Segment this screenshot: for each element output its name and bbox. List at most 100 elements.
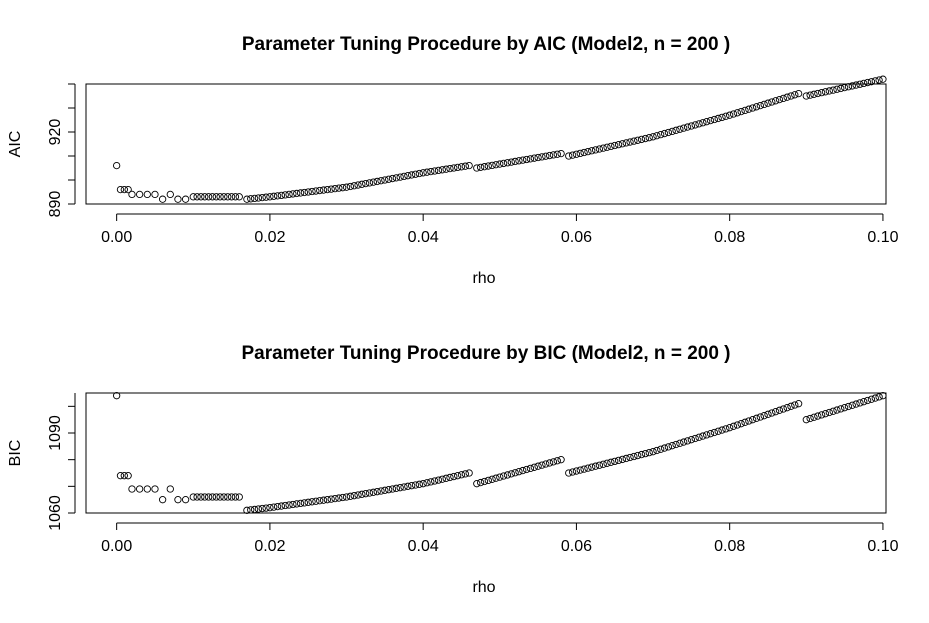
aic-data-point [821,88,830,96]
aic-data-point [576,149,584,158]
aic-data-point [741,106,749,115]
aic-data-point [189,193,197,201]
aic-data-point [438,166,446,174]
aic-data-point [867,78,876,86]
bic-data-point [772,408,780,416]
aic-data-point [653,132,661,140]
bic-data-point [193,493,201,501]
bic-data-point [227,493,236,501]
aic-data-point [764,99,772,107]
aic-data-point [664,128,673,137]
bic-data-point [377,487,385,495]
bic-data-point [565,469,573,477]
bic-data-point [408,482,416,490]
bic-data-point [545,459,554,467]
aic-data-point [503,159,512,167]
aic-data-point [174,195,182,203]
bic-data-point [243,506,251,514]
bic-data-point [737,420,745,428]
bic-x-tick-label: 0.00 [101,538,132,555]
aic-data-point [787,92,795,100]
bic-data-point [856,399,864,407]
aic-data-point [553,150,561,158]
aic-x-tick-label: 0.02 [254,229,285,246]
bic-plot-frame [85,392,887,514]
bic-data-point [549,458,558,466]
bic-data-point [614,456,623,465]
bic-data-point [404,482,412,490]
bic-data-point [457,471,466,479]
aic-data-point [193,193,201,201]
aic-data-point [526,155,535,163]
aic-data-point [680,124,688,132]
bic-data-point [308,498,316,506]
bic-data-point [220,493,228,501]
aic-data-point [871,77,879,85]
bic-data-point [553,457,561,465]
bic-data-point [691,434,699,443]
bic-data-point [250,505,259,514]
bic-data-point [346,492,355,500]
bic-data-point [756,413,764,421]
aic-data-point [231,193,240,201]
aic-data-point [733,109,741,117]
bic-data-point [254,505,263,513]
aic-data-point [365,179,374,187]
aic-data-point [323,185,332,194]
aic-data-point [760,100,768,109]
bic-data-point [235,493,243,501]
aic-data-point [461,162,469,170]
aic-data-point [354,181,362,189]
bic-data-point [289,500,297,509]
aic-data-point [400,172,408,181]
bic-data-point [584,464,592,472]
aic-data-point [254,194,263,202]
bic-data-point [572,467,581,475]
bic-data-point [350,492,358,500]
aic-data-point [699,119,707,127]
aic-data-point [327,185,335,193]
bic-data-point [576,466,584,474]
bic-data-point [484,476,492,485]
bic-data-point [626,453,634,462]
aic-data-point [676,125,684,133]
bic-data-point [499,472,508,480]
aic-data-point [166,190,174,199]
bic-data-point [588,463,596,471]
bic-data-point [465,469,473,477]
bic-data-point [534,462,542,470]
bic-data-point [362,490,370,498]
bic-data-point [867,395,876,403]
bic-data-point [323,496,332,504]
bic-data-point [293,500,301,508]
bic-data-point [703,431,711,439]
bic-data-point [400,483,408,491]
aic-data-point [308,187,316,196]
bic-data-point [434,476,443,484]
bic-data-point [476,478,485,487]
bic-panel: Parameter Tuning Procedure by BIC (Model… [7,343,899,596]
bic-data-point [852,400,860,408]
bic-y-tick-label: 1090 [47,415,64,451]
bic-data-point [381,486,389,494]
bic-data-point [657,445,665,453]
aic-data-point [431,167,439,175]
bic-data-point [607,458,615,466]
aic-data-point [499,159,508,168]
bic-data-point [461,470,469,478]
bic-data-point [442,474,450,482]
aic-data-point [810,90,818,98]
aic-data-point [611,141,619,150]
aic-data-point [285,190,293,199]
aic-data-point [706,116,715,125]
bic-data-point [863,396,872,405]
bic-data-point [197,493,205,501]
aic-data-point [844,83,853,91]
aic-data-point [729,110,738,118]
bic-data-point [128,485,136,493]
bic-data-point [649,448,657,456]
aic-data-point [511,157,519,166]
bic-data-point [660,444,669,452]
aic-data-point [630,137,638,145]
aic-data-point [772,97,780,105]
